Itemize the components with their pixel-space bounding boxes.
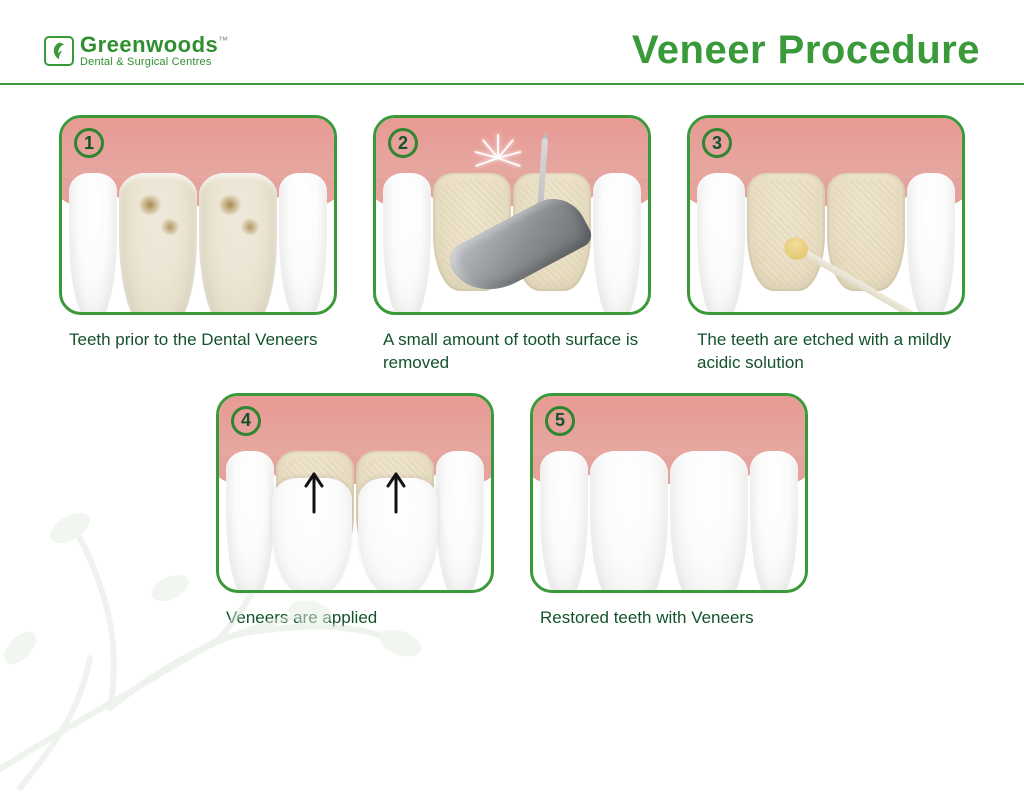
brand-logo-icon xyxy=(44,36,74,66)
step-1-panel: 1 xyxy=(59,115,337,315)
dental-drill-icon xyxy=(465,133,615,288)
step-2-caption: A small amount of tooth surface is remov… xyxy=(373,329,651,375)
brand-name: Greenwoods™ xyxy=(80,34,229,56)
step-4-caption: Veneers are applied xyxy=(216,607,494,630)
apply-arrows-icon xyxy=(219,472,491,514)
brand-tagline: Dental & Surgical Centres xyxy=(80,56,229,68)
step-4: 4 Veneers are applied xyxy=(216,393,494,630)
header: Greenwoods™ Dental & Surgical Centres Ve… xyxy=(0,0,1024,83)
steps-grid: 1 Teeth prior to the Dental Veneers 2 xyxy=(0,85,1024,630)
step-3-caption: The teeth are etched with a mildly acidi… xyxy=(687,329,965,375)
step-1-badge: 1 xyxy=(74,128,104,158)
step-5: 5 Restored teeth with Veneers xyxy=(530,393,808,630)
step-2-badge: 2 xyxy=(388,128,418,158)
step-2: 2 xyxy=(373,115,651,375)
step-5-badge: 5 xyxy=(545,406,575,436)
step-3-panel: 3 xyxy=(687,115,965,315)
step-3: 3 The teeth are etched with a mildly aci… xyxy=(687,115,965,375)
step-4-badge: 4 xyxy=(231,406,261,436)
step-1: 1 Teeth prior to the Dental Veneers xyxy=(59,115,337,375)
step-5-caption: Restored teeth with Veneers xyxy=(530,607,808,630)
step-2-panel: 2 xyxy=(373,115,651,315)
step-4-panel: 4 xyxy=(216,393,494,593)
brand-logo: Greenwoods™ Dental & Surgical Centres xyxy=(44,34,229,68)
step-3-badge: 3 xyxy=(702,128,732,158)
step-5-panel: 5 xyxy=(530,393,808,593)
step-1-caption: Teeth prior to the Dental Veneers xyxy=(59,329,337,352)
page-title: Veneer Procedure xyxy=(632,28,980,73)
